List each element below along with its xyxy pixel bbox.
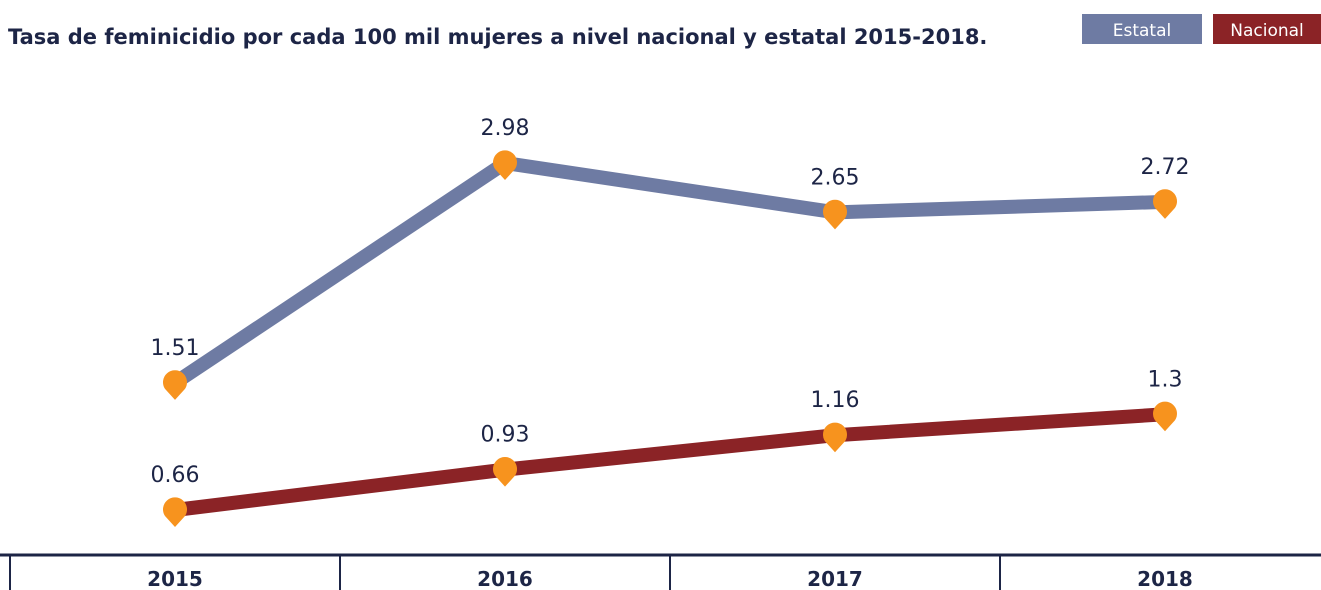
marker [163,497,188,527]
marker [1153,189,1177,219]
marker [493,456,517,487]
value-label: 1.16 [811,388,860,413]
line [174,407,1166,517]
legend-label: Nacional [1230,21,1304,41]
value-label: 1.3 [1148,367,1183,392]
x-tick-label: 2018 [1137,567,1193,590]
x-tick-label: 2015 [147,567,203,590]
chart-title: Tasa de feminicidio por cada 100 mil muj… [8,25,987,49]
value-label: 1.51 [151,336,200,361]
x-tick-label: 2017 [807,567,863,590]
x-tick-label: 2016 [477,567,533,590]
value-label: 0.93 [481,423,530,448]
value-label: 0.66 [151,463,200,488]
value-label: 2.72 [1141,155,1190,180]
marker [1153,401,1177,432]
value-label: 2.65 [811,165,860,190]
legend-swatch [1082,14,1202,44]
legend-swatch [1213,14,1321,44]
marker [823,422,847,453]
marker [493,150,517,180]
line [171,156,1166,389]
marker [823,199,847,230]
marker [163,370,188,400]
legend-label: Estatal [1113,21,1172,41]
value-label: 2.98 [481,116,530,141]
